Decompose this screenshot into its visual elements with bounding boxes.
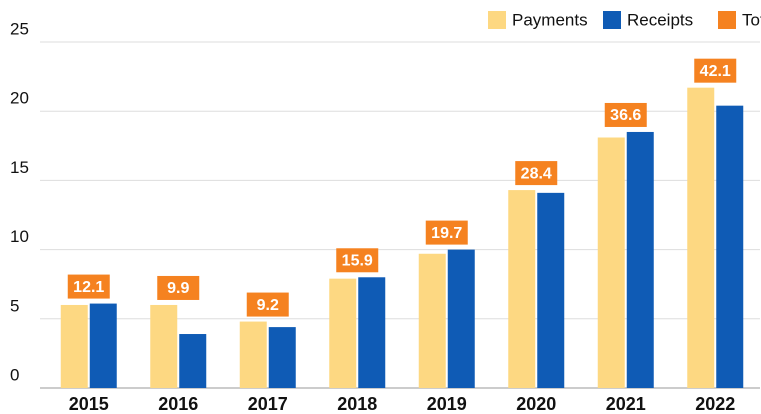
total-label-box <box>157 275 200 300</box>
legend-swatch <box>718 11 736 29</box>
bar <box>239 321 267 388</box>
x-tick-label: 2020 <box>516 394 556 414</box>
bar <box>716 105 744 388</box>
bar <box>89 303 117 388</box>
total-label-box <box>515 161 558 186</box>
x-tick-label: 2017 <box>248 394 288 414</box>
x-tick-label: 2015 <box>69 394 109 414</box>
x-tick-label: 2018 <box>337 394 377 414</box>
legend-swatch <box>488 11 506 29</box>
bar <box>447 249 475 388</box>
y-tick-label: 25 <box>10 19 29 38</box>
total-label-box <box>336 248 379 273</box>
total-label: 9.9 <box>167 280 189 297</box>
total-label: 15.9 <box>342 252 373 269</box>
total-label: 28.4 <box>521 165 552 182</box>
x-tick-label: 2019 <box>427 394 467 414</box>
total-label: 36.6 <box>610 107 641 124</box>
bar <box>358 277 386 388</box>
legend-label: Total <box>742 10 761 29</box>
x-tick-label: 2021 <box>606 394 646 414</box>
bar <box>329 278 357 388</box>
total-label: 19.7 <box>431 225 462 242</box>
total-label: 12.1 <box>73 279 104 296</box>
total-label-box <box>67 274 110 299</box>
bar <box>687 87 715 388</box>
y-tick-label: 10 <box>10 227 29 246</box>
y-tick-label: 5 <box>10 296 19 315</box>
bar <box>537 192 565 388</box>
y-tick-label: 20 <box>10 89 29 108</box>
total-label-box <box>246 292 289 317</box>
legend-label: Receipts <box>627 10 693 29</box>
legend-label: Payments <box>512 10 588 29</box>
total-label-box <box>694 58 737 83</box>
total-label: 42.1 <box>700 63 731 80</box>
bar <box>150 304 178 388</box>
total-label-box <box>425 220 468 245</box>
bar <box>597 137 625 388</box>
y-tick-label: 0 <box>10 365 19 384</box>
legend-swatch <box>603 11 621 29</box>
x-tick-label: 2016 <box>158 394 198 414</box>
bar <box>179 334 207 388</box>
total-label: 9.2 <box>257 297 279 314</box>
bar <box>626 131 654 388</box>
bar <box>418 253 446 388</box>
bar <box>268 327 296 388</box>
x-tick-label: 2022 <box>695 394 735 414</box>
bar <box>60 304 88 388</box>
y-tick-label: 15 <box>10 158 29 177</box>
bar <box>508 190 536 388</box>
total-label-box <box>604 102 647 127</box>
